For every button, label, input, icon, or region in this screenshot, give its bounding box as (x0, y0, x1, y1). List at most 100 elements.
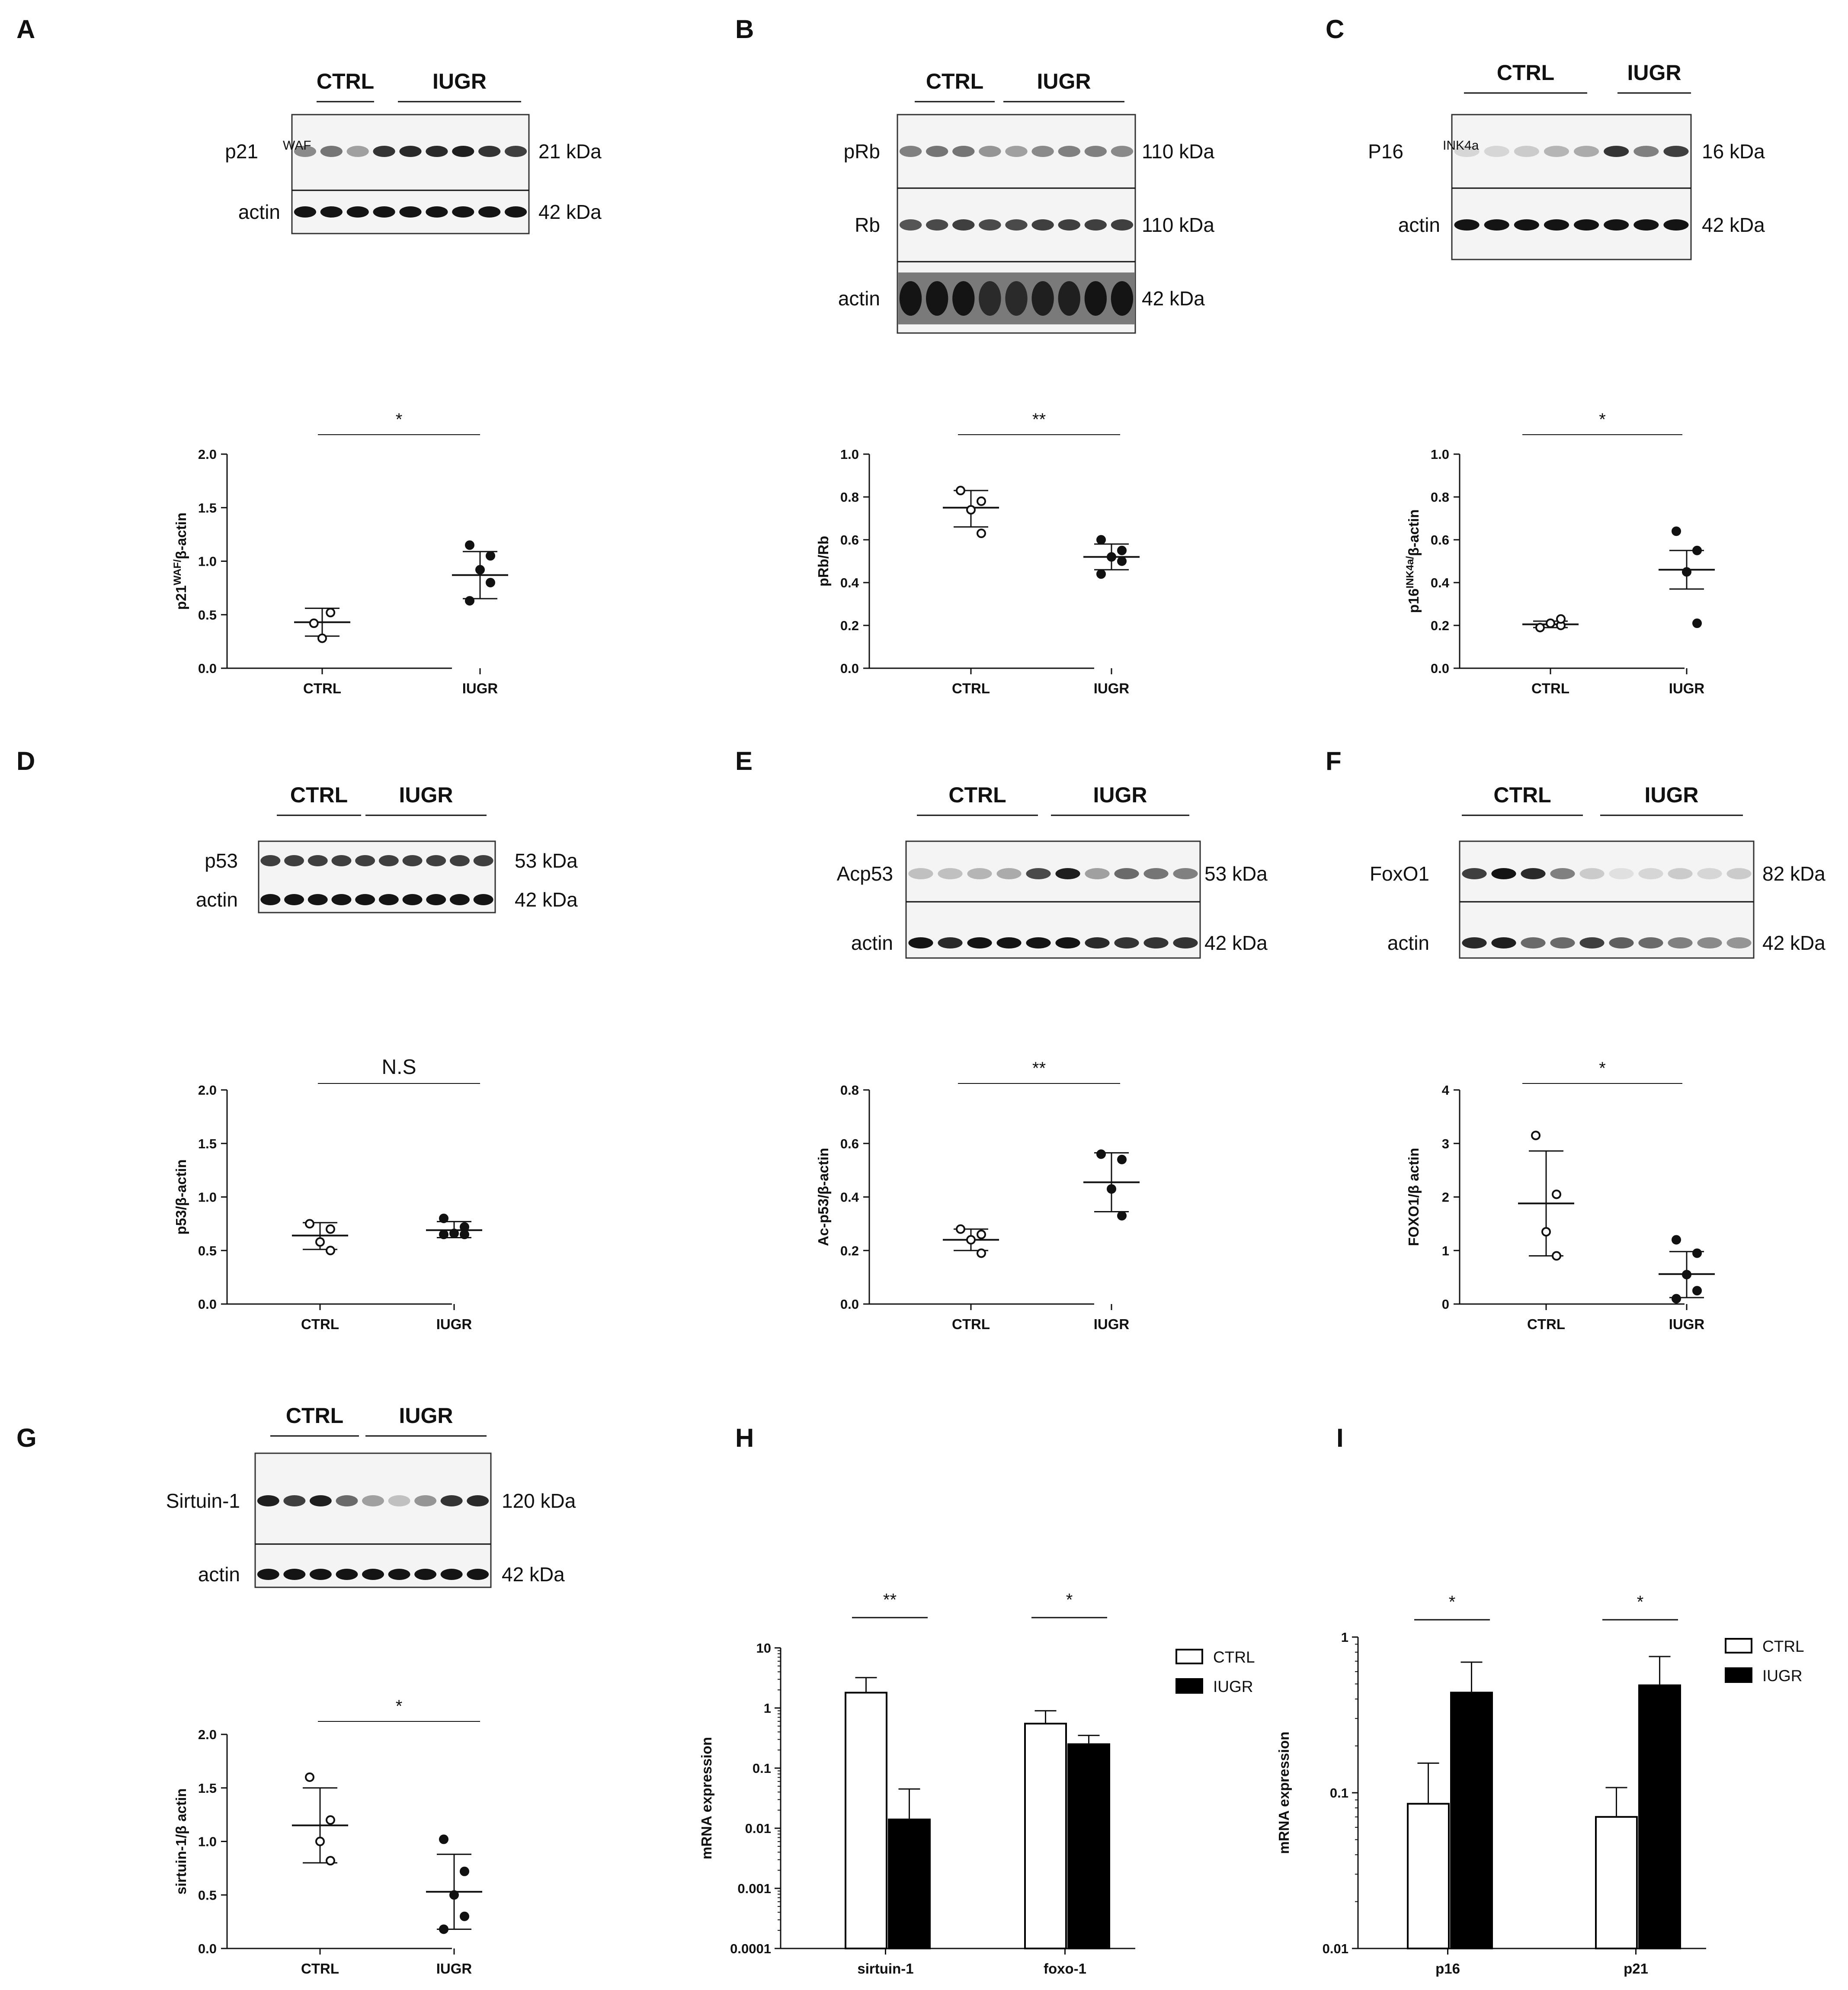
data-point-iugr (1096, 1149, 1106, 1159)
y-tick-label: 0.0 (1431, 661, 1449, 676)
data-point-iugr (1117, 545, 1127, 555)
blot-band (402, 894, 423, 905)
data-point-iugr (465, 540, 474, 550)
molecular-weight-label: 42 kDa (1762, 932, 1826, 954)
blot-band (388, 1495, 410, 1506)
molecular-weight-label: 53 kDa (515, 849, 578, 872)
blot-band (1663, 219, 1689, 231)
blot-band (967, 937, 992, 949)
bar-iugr (1450, 1692, 1493, 1949)
blot-band (1544, 219, 1569, 231)
blot-band (1484, 146, 1509, 157)
blot-band (1604, 219, 1629, 231)
y-axis-title: mRNA expression (698, 1737, 714, 1859)
molecular-weight-label: 42 kDa (538, 201, 602, 223)
significance-label: * (396, 1697, 403, 1716)
blot-band (1143, 937, 1169, 949)
data-point-ctrl (1541, 1227, 1551, 1237)
y-tick-label: 0.8 (1431, 490, 1449, 505)
blot-band (908, 868, 933, 879)
y-tick-label: 0.5 (198, 1243, 217, 1258)
blot-band (362, 1569, 384, 1580)
significance-label: ** (1032, 1059, 1046, 1078)
blot-band (1058, 219, 1080, 231)
protein-label-superscript: WAF (283, 138, 311, 153)
blot-band (1031, 281, 1054, 316)
group-header-ctrl: CTRL (290, 783, 348, 807)
data-point-iugr (439, 1214, 448, 1223)
data-point-iugr (1692, 1248, 1702, 1258)
data-point-ctrl (326, 1815, 335, 1825)
blot-panel-d: CTRL IUGR p53 53 kDa actin 42 kDa (196, 783, 578, 913)
y-axis-title: Ac-p53/β-actin (815, 1148, 831, 1246)
data-point-iugr (1117, 556, 1127, 566)
blot-band (1609, 937, 1634, 949)
blot-band (1058, 281, 1080, 316)
blot-band (1491, 868, 1516, 879)
x-tick-label: CTRL (952, 680, 990, 696)
x-tick-label: CTRL (303, 680, 341, 696)
data-point-ctrl (977, 1230, 986, 1240)
data-point-iugr (439, 1230, 448, 1240)
protein-label-prb: pRb (844, 140, 880, 163)
data-point-iugr (1692, 1286, 1702, 1296)
molecular-weight-label: 42 kDa (1142, 287, 1205, 310)
blot-band (1085, 937, 1110, 949)
blot-band (294, 206, 317, 218)
y-tick-label: 1.0 (198, 1190, 217, 1205)
blot-band (1514, 219, 1539, 231)
blot-band (440, 1495, 463, 1506)
dot-plot-g: 0.0 0.5 1.0 1.5 2.0 sirtuin-1/β actin CTRL IUGR… (173, 1697, 482, 1977)
blot-band (346, 146, 369, 157)
blot-band (1114, 868, 1139, 879)
blot-band (478, 146, 501, 157)
data-point-iugr (1096, 535, 1106, 545)
blot-band (426, 855, 446, 866)
data-point-ctrl (326, 1856, 335, 1866)
blot-band (1609, 868, 1634, 879)
x-tick-label: IUGR (436, 1316, 472, 1332)
x-tick-label: CTRL (1527, 1316, 1565, 1332)
group-header-ctrl: CTRL (286, 1404, 343, 1428)
blot-band (1173, 937, 1198, 949)
blot-panel-f: CTRL IUGR FoxO1 82 kDa actin 42 kDa (1370, 783, 1826, 959)
blot-band (467, 1495, 489, 1506)
y-tick-label: 0.1 (753, 1761, 771, 1776)
blot-band (362, 1495, 384, 1506)
panel-label-d: D (16, 747, 35, 775)
blot-band (294, 146, 317, 157)
blot-band (452, 206, 474, 218)
x-tick-label: CTRL (952, 1316, 990, 1332)
panel-label-h: H (735, 1423, 754, 1452)
data-point-iugr (460, 1911, 469, 1921)
legend-swatch-iugr (1175, 1678, 1203, 1694)
blot-band (979, 146, 1001, 157)
data-point-iugr (486, 551, 495, 561)
panel-label-f: F (1326, 747, 1342, 775)
blot-band (1462, 937, 1487, 949)
blot-band (309, 1495, 332, 1506)
y-axis-title-main: p21 (173, 585, 189, 610)
blot-band (1454, 219, 1480, 231)
blot-band (378, 855, 399, 866)
y-tick-label: 0.8 (840, 490, 859, 505)
group-header-ctrl: CTRL (948, 783, 1006, 807)
blot-band (967, 868, 992, 879)
y-tick-label: 1.0 (198, 1834, 217, 1849)
blot-band (1579, 937, 1605, 949)
blot-band (899, 281, 922, 316)
blot-band (378, 894, 399, 905)
protein-label-acp53: Acp53 (837, 862, 893, 885)
blot-band (1574, 146, 1599, 157)
protein-label-actin: actin (196, 888, 238, 911)
panel-label-e: E (735, 747, 753, 775)
y-axis-title-superscript: WAF/ (172, 559, 183, 585)
molecular-weight-label: 82 kDa (1762, 862, 1826, 885)
protein-label-actin: actin (1398, 214, 1440, 236)
protein-label-actin: actin (238, 201, 280, 223)
data-point-iugr (449, 1890, 459, 1900)
blot-band (414, 1569, 437, 1580)
blot-band (373, 206, 395, 218)
protein-label-actin: actin (838, 287, 880, 310)
blot-band (1084, 219, 1107, 231)
